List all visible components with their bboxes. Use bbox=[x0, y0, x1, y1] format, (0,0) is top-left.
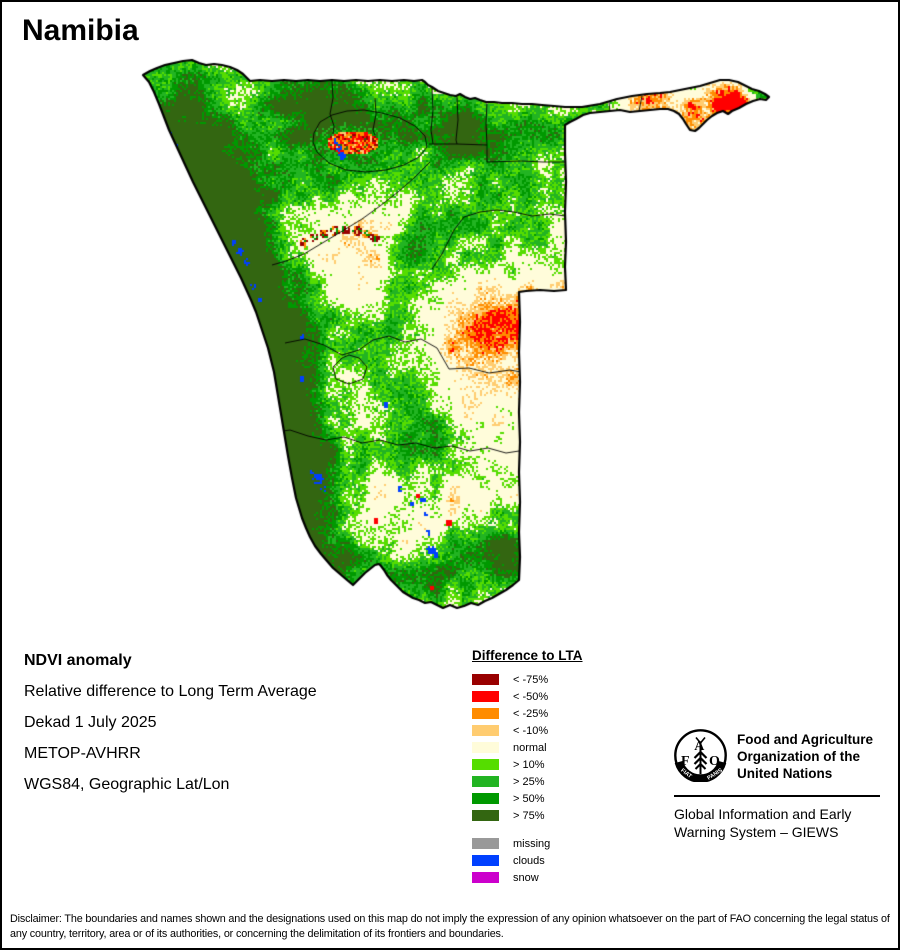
fao-logo-icon: F A O FIAT PANIS bbox=[674, 729, 727, 782]
legend-item: > 10% bbox=[472, 756, 583, 773]
legend-item: < -25% bbox=[472, 705, 583, 722]
legend-item: > 75% bbox=[472, 807, 583, 824]
legend-swatch bbox=[472, 838, 499, 849]
map-legend: Difference to LTA < -75% < -50% < -25% < -1… bbox=[472, 648, 583, 886]
legend-label: < -50% bbox=[513, 690, 549, 703]
info-line-description: Relative difference to Long Term Average bbox=[24, 683, 317, 700]
svg-text:F: F bbox=[681, 754, 690, 769]
legend-rows: < -75% < -50% < -25% < -10% normal > 10% > 25%… bbox=[472, 671, 583, 824]
disclaimer-text: Disclaimer: The boundaries and names sho… bbox=[10, 913, 890, 940]
ndvi-anomaly-map bbox=[2, 2, 898, 642]
info-line-projection: WGS84, Geographic Lat/Lon bbox=[24, 776, 230, 793]
legend-item: < -10% bbox=[472, 722, 583, 739]
legend-swatch bbox=[472, 759, 499, 770]
legend-swatch bbox=[472, 742, 499, 753]
legend-item: < -75% bbox=[472, 671, 583, 688]
info-line-dekad: Dekad 1 July 2025 bbox=[24, 714, 157, 731]
legend-label: > 50% bbox=[513, 792, 545, 805]
legend-label: > 75% bbox=[513, 809, 545, 822]
legend-label: < -10% bbox=[513, 724, 549, 737]
legend-item: snow bbox=[472, 869, 583, 886]
giews-name: Global Information and Early Warning Sys… bbox=[674, 806, 852, 840]
legend-label: < -25% bbox=[513, 707, 549, 720]
legend-label: > 10% bbox=[513, 758, 545, 771]
legend-item: missing bbox=[472, 835, 583, 852]
legend-label: missing bbox=[513, 837, 551, 850]
fao-block: F A O FIAT PANIS Food and Agriculture Or… bbox=[674, 729, 884, 841]
legend-item: normal bbox=[472, 739, 583, 756]
legend-swatch bbox=[472, 793, 499, 804]
legend-label: normal bbox=[513, 741, 547, 754]
legend-title: Difference to LTA bbox=[472, 648, 583, 663]
info-line-sensor: METOP-AVHRR bbox=[24, 745, 141, 762]
legend-swatch bbox=[472, 872, 499, 883]
legend-item: < -50% bbox=[472, 688, 583, 705]
legend-label: < -75% bbox=[513, 673, 549, 686]
legend-item: clouds bbox=[472, 852, 583, 869]
legend-swatch bbox=[472, 776, 499, 787]
legend-swatch bbox=[472, 691, 499, 702]
legend-item: > 25% bbox=[472, 773, 583, 790]
legend-extra-rows: missing clouds snow bbox=[472, 835, 583, 886]
legend-label: clouds bbox=[513, 854, 545, 867]
fao-org-name: Food and Agriculture Organization of the… bbox=[737, 732, 873, 781]
info-heading: NDVI anomaly bbox=[24, 652, 132, 669]
fao-divider bbox=[674, 795, 880, 797]
legend-item: > 50% bbox=[472, 790, 583, 807]
legend-swatch bbox=[472, 708, 499, 719]
legend-swatch bbox=[472, 810, 499, 821]
svg-text:O: O bbox=[709, 754, 720, 769]
page-title: Namibia bbox=[22, 14, 139, 47]
legend-label: > 25% bbox=[513, 775, 545, 788]
legend-swatch bbox=[472, 674, 499, 685]
legend-swatch bbox=[472, 725, 499, 736]
legend-label: snow bbox=[513, 871, 539, 884]
legend-swatch bbox=[472, 855, 499, 866]
map-info-block: NDVI anomaly Relative difference to Long… bbox=[24, 652, 317, 807]
